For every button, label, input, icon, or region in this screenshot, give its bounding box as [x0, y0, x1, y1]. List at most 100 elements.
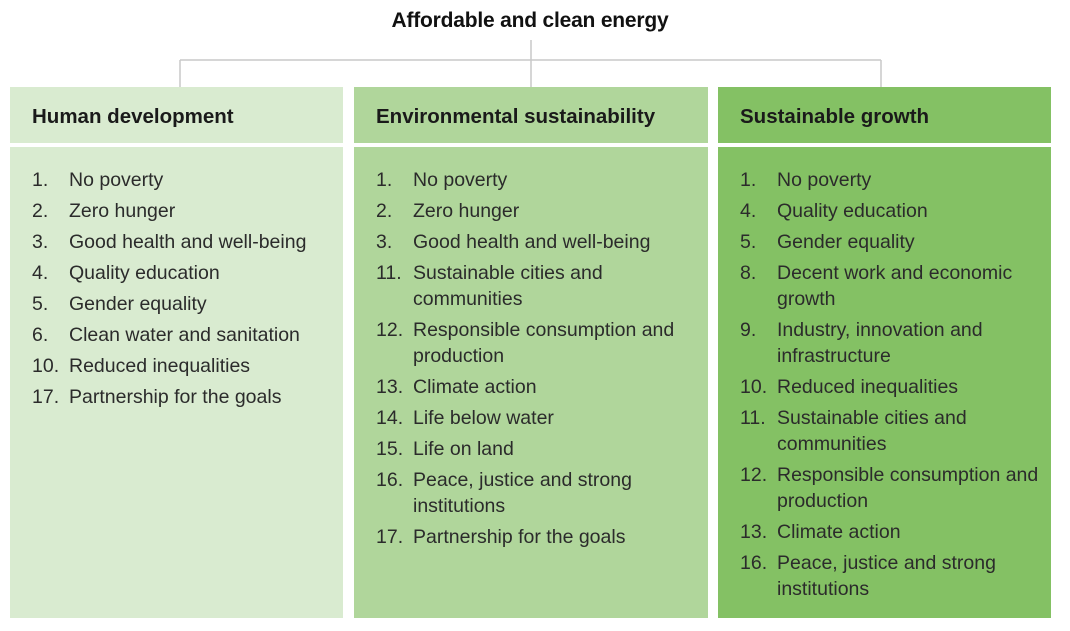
goal-label: Partnership for the goals — [69, 386, 282, 408]
goal-item: 16. Peace, justice and strong institution… — [376, 467, 708, 519]
goal-label: Industry, innovation and infrastructure — [777, 319, 983, 367]
goal-item: 4. Quality education — [32, 260, 343, 286]
goal-label: Clean water and sanitation — [69, 324, 300, 346]
goal-item: 10. Reduced inequalities — [32, 353, 343, 379]
goal-item: 8. Decent work and economic growth — [740, 260, 1051, 312]
goal-label: Peace, justice and strong institutions — [413, 469, 632, 517]
goal-item: 3. Good health and well-being — [32, 229, 343, 255]
goal-label: Peace, justice and strong institutions — [777, 552, 996, 600]
goal-item: 1. No poverty — [376, 167, 708, 193]
goal-number: 4. — [32, 262, 49, 284]
goal-item: 13. Climate action — [740, 519, 1051, 545]
goal-label: No poverty — [777, 169, 872, 191]
column-divider — [718, 143, 1051, 147]
column-body: 1. No poverty 4. Quality education 5. Gender … — [718, 147, 1051, 602]
goal-label: Life below water — [413, 407, 554, 429]
goal-number: 5. — [740, 231, 757, 253]
goal-number: 2. — [376, 200, 393, 222]
goal-item: 11. Sustainable cities and communities — [376, 260, 708, 312]
column-human-development: Human development 1. No poverty 2. Zero hun… — [10, 87, 343, 618]
goal-item: 17. Partnership for the goals — [32, 384, 343, 410]
goal-number: 10. — [740, 376, 768, 398]
goal-number: 16. — [740, 552, 768, 574]
goal-item: 2. Zero hunger — [32, 198, 343, 224]
goal-number: 15. — [376, 438, 404, 460]
column-heading: Sustainable growth — [740, 105, 930, 128]
goal-label: Decent work and economic growth — [777, 262, 1013, 310]
goal-number: 6. — [32, 324, 49, 346]
goal-number: 1. — [740, 169, 757, 191]
goal-item: 9. Industry, innovation and infrastructur… — [740, 317, 1051, 369]
goal-label: Gender equality — [777, 231, 915, 253]
goal-number: 16. — [376, 469, 404, 491]
goal-item: 14. Life below water — [376, 405, 708, 431]
goal-label: Climate action — [777, 521, 901, 543]
goal-number: 9. — [740, 319, 757, 341]
goal-number: 12. — [376, 319, 404, 341]
goal-number: 1. — [376, 169, 393, 191]
goal-label: Good health and well-being — [413, 231, 651, 253]
goal-label: Climate action — [413, 376, 537, 398]
column-body: 1. No poverty 2. Zero hunger 3. Good health a… — [10, 147, 343, 410]
diagram-title: Affordable and clean energy — [391, 9, 669, 32]
goal-number: 4. — [740, 200, 757, 222]
goal-item: 1. No poverty — [740, 167, 1051, 193]
tree-connector — [179, 40, 882, 87]
goal-number: 11. — [376, 262, 402, 284]
goal-item: 17. Partnership for the goals — [376, 524, 708, 550]
goal-label: No poverty — [413, 169, 508, 191]
goal-item: 4. Quality education — [740, 198, 1051, 224]
goal-number: 13. — [376, 376, 404, 398]
goal-label: Responsible consumption and production — [413, 319, 675, 367]
column-body: 1. No poverty 2. Zero hunger 3. Good health a… — [354, 147, 708, 550]
column-divider — [10, 143, 343, 147]
goal-number: 2. — [32, 200, 49, 222]
goal-item: 6. Clean water and sanitation — [32, 322, 343, 348]
goal-list: 1. No poverty 2. Zero hunger 3. Good health a… — [354, 167, 708, 550]
goal-number: 14. — [376, 407, 404, 429]
goal-item: 5. Gender equality — [32, 291, 343, 317]
goal-number: 5. — [32, 293, 49, 315]
goal-list: 1. No poverty 4. Quality education 5. Gender … — [718, 167, 1051, 602]
column-heading: Human development — [32, 105, 234, 128]
goal-number: 1. — [32, 169, 49, 191]
goal-item: 12. Responsible consumption and productio… — [376, 317, 708, 369]
goal-item: 10. Reduced inequalities — [740, 374, 1051, 400]
goal-item: 5. Gender equality — [740, 229, 1051, 255]
goal-list: 1. No poverty 2. Zero hunger 3. Good health a… — [10, 167, 343, 410]
goal-label: Sustainable cities and communities — [777, 407, 967, 455]
goal-label: Quality education — [69, 262, 220, 284]
goal-item: 13. Climate action — [376, 374, 708, 400]
column-sustainable-growth: Sustainable growth 1. No poverty 4. Quality… — [718, 87, 1051, 618]
goal-item: 1. No poverty — [32, 167, 343, 193]
goal-number: 3. — [376, 231, 393, 253]
goal-number: 10. — [32, 355, 60, 377]
goal-number: 17. — [32, 386, 60, 408]
goal-number: 3. — [32, 231, 49, 253]
goal-item: 3. Good health and well-being — [376, 229, 708, 255]
goal-label: Sustainable cities and communities — [413, 262, 603, 310]
column-heading: Environmental sustainability — [376, 105, 656, 128]
goal-label: Partnership for the goals — [413, 526, 626, 548]
goal-item: 16. Peace, justice and strong institution… — [740, 550, 1051, 602]
goal-number: 13. — [740, 521, 768, 543]
goal-number: 11. — [740, 407, 766, 429]
goal-label: Good health and well-being — [69, 231, 307, 253]
goal-label: Responsible consumption and production — [777, 464, 1039, 512]
goal-label: Gender equality — [69, 293, 207, 315]
goal-label: Reduced inequalities — [777, 376, 959, 398]
goal-label: Life on land — [413, 438, 514, 460]
goal-label: Reduced inequalities — [69, 355, 251, 377]
goal-item: 2. Zero hunger — [376, 198, 708, 224]
goal-label: No poverty — [69, 169, 164, 191]
goal-number: 12. — [740, 464, 768, 486]
goal-label: Zero hunger — [413, 200, 520, 222]
goal-label: Zero hunger — [69, 200, 176, 222]
goal-item: 15. Life on land — [376, 436, 708, 462]
goal-number: 17. — [376, 526, 404, 548]
goal-label: Quality education — [777, 200, 928, 222]
goal-item: 11. Sustainable cities and communities — [740, 405, 1051, 457]
column-environmental-sustainability: Environmental sustainability 1. No povert… — [354, 87, 708, 618]
column-divider — [354, 143, 708, 147]
goal-number: 8. — [740, 262, 757, 284]
